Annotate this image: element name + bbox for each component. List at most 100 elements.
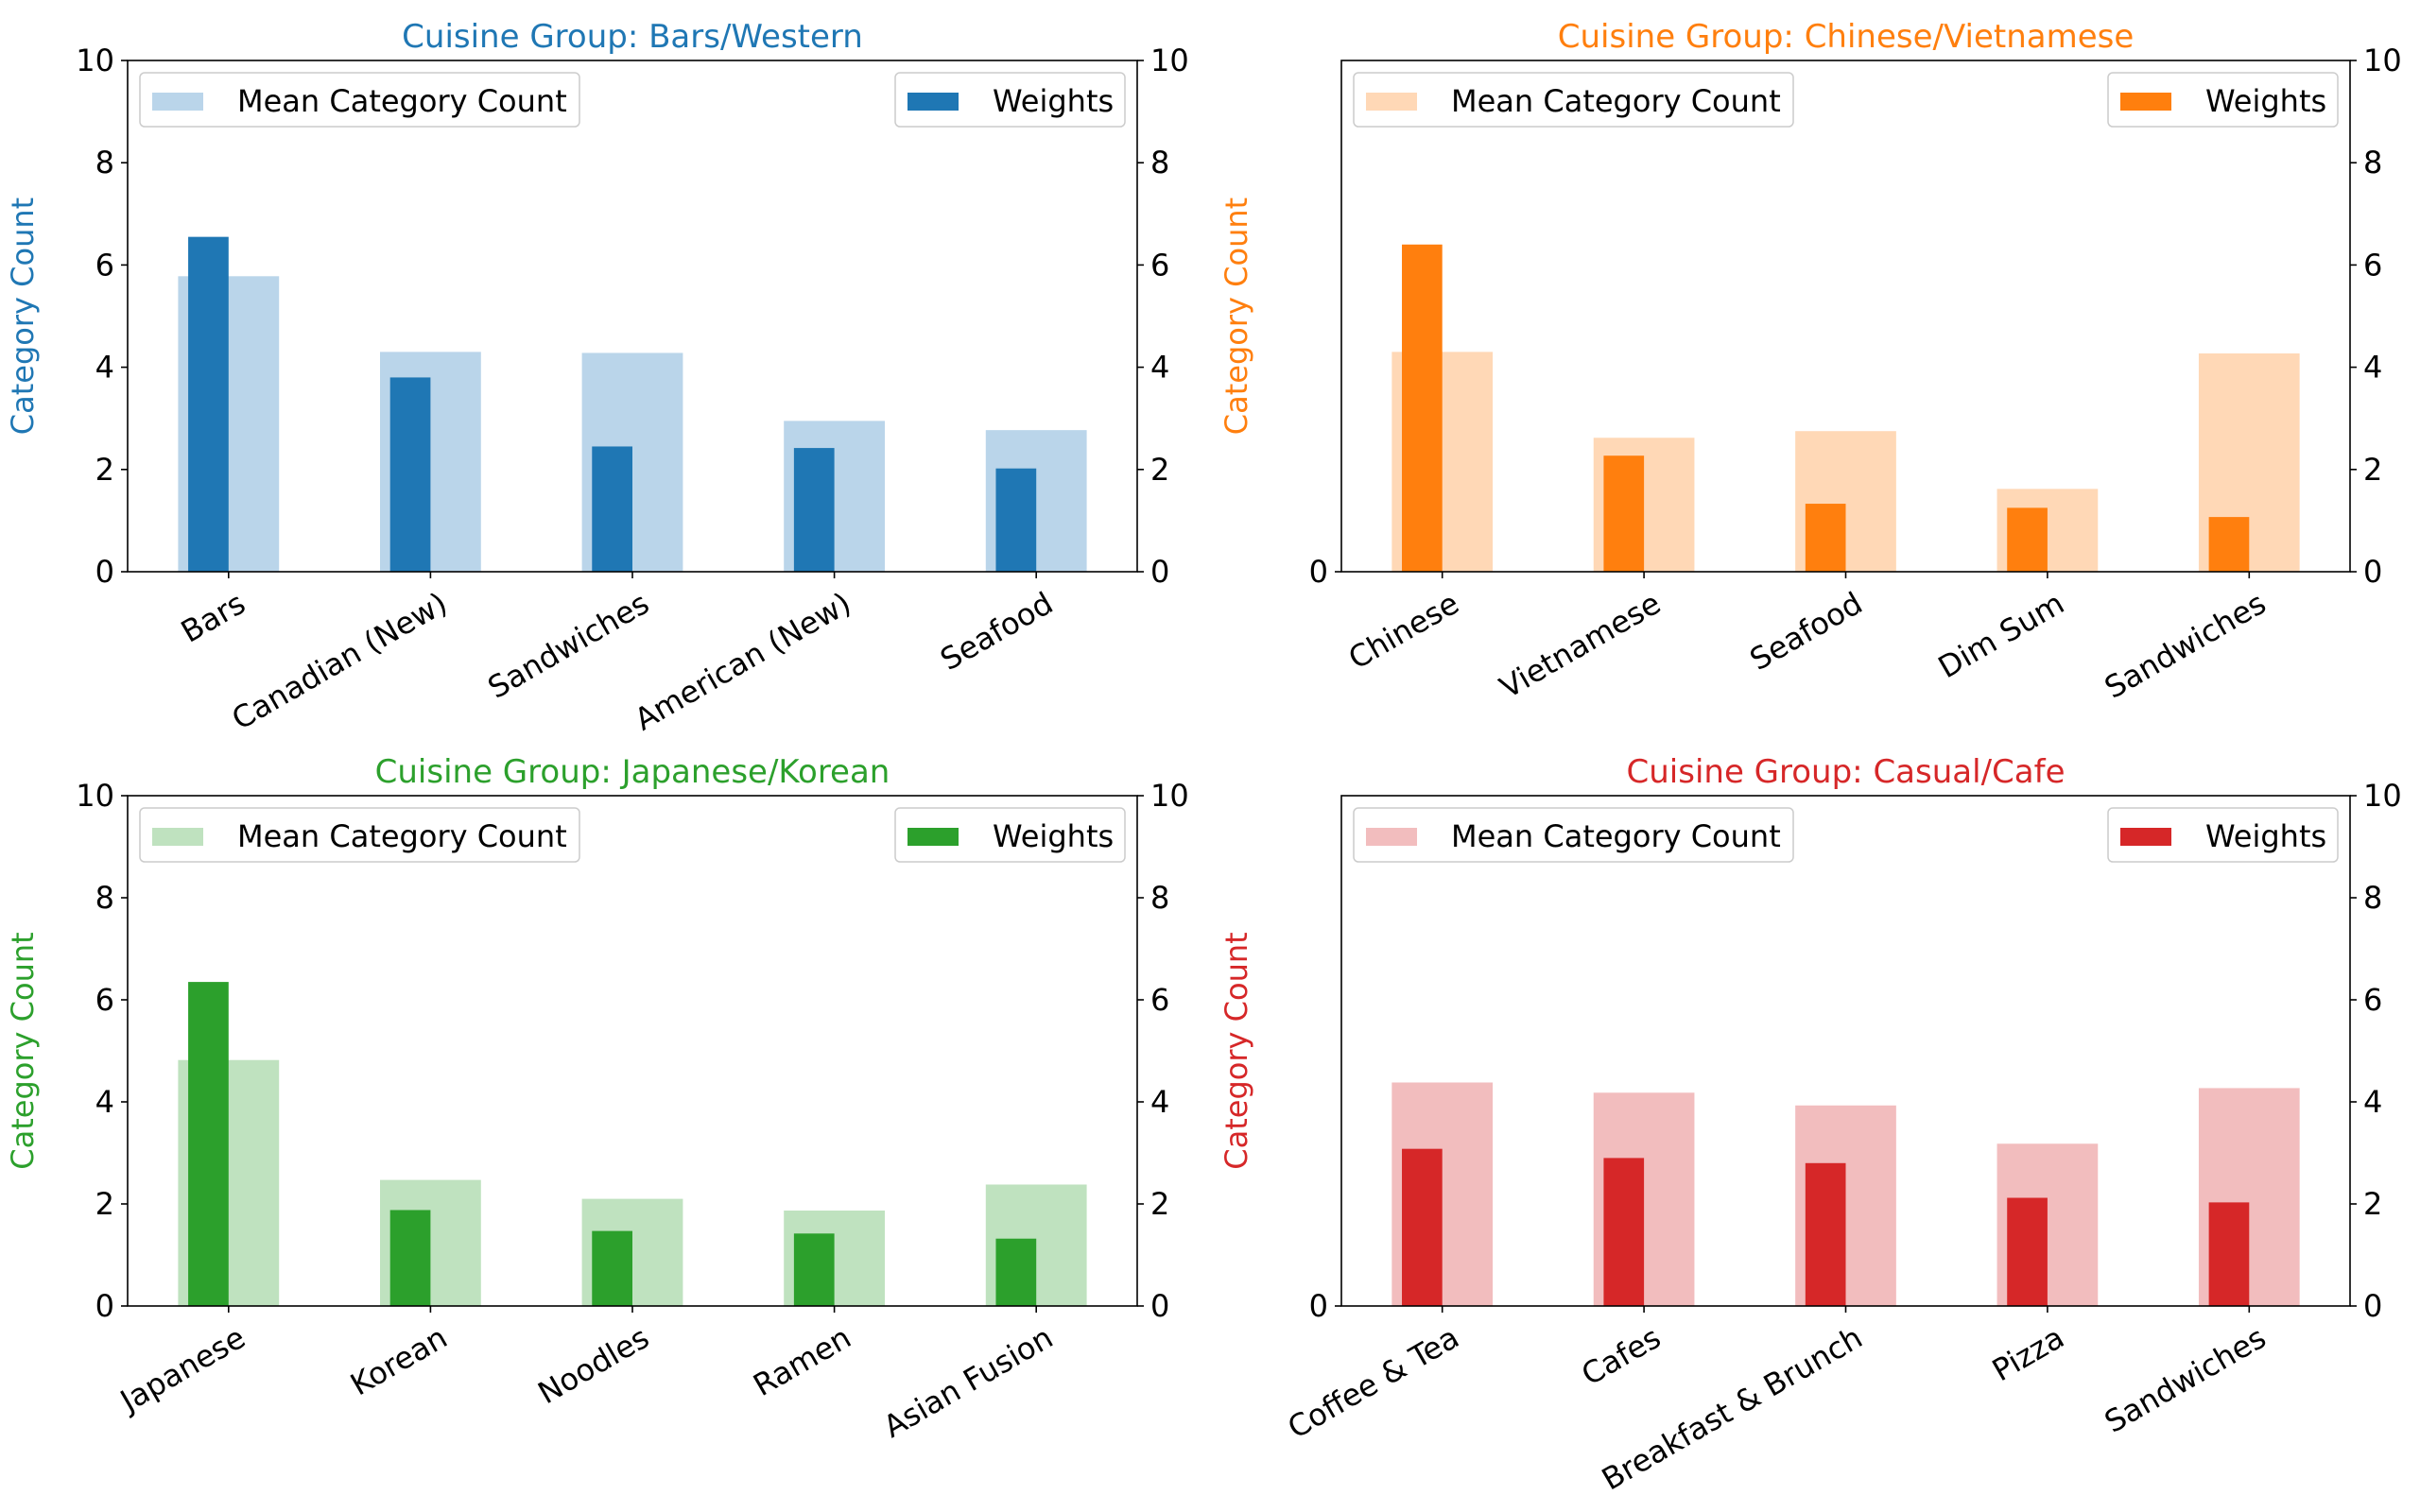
legend-label: Weights	[2205, 818, 2326, 854]
right-y-tick-label: 10	[1150, 43, 1189, 78]
x-tick-label: Seafood	[934, 585, 1059, 678]
y-axis-label: Category Count	[1219, 932, 1254, 1169]
right-y-tick-label: 8	[2363, 145, 2382, 180]
right-y-tick-label: 8	[2363, 880, 2382, 916]
legend-box	[139, 72, 580, 128]
left-y-tick-label: 0	[95, 1288, 114, 1324]
left-y-tick-label: 2	[95, 452, 114, 488]
x-tick-label: Vietnamese	[1494, 585, 1667, 706]
chart-title: Cuisine Group: Chinese/Vietnamese	[1558, 18, 2135, 56]
right-y-tick-label: 0	[2363, 554, 2382, 590]
weight-bar-american-new-	[793, 448, 835, 572]
x-tick-label: Seafood	[1744, 585, 1869, 678]
right-y-tick-label: 6	[1150, 247, 1169, 283]
x-tick-label: Pizza	[1986, 1319, 2070, 1388]
left-y-tick-label: 0	[1309, 554, 1328, 590]
legend-box	[1353, 72, 1794, 128]
legend-swatch	[1366, 93, 1417, 111]
weight-bar-vietnamese	[1603, 455, 1645, 572]
x-tick-label: Korean	[344, 1319, 453, 1402]
weight-bar-ramen	[793, 1233, 835, 1306]
legend-box	[1353, 807, 1794, 863]
left-y-tick-label: 4	[95, 350, 114, 386]
x-tick-label: Dim Sum	[1932, 585, 2070, 685]
x-tick-label: Chinese	[1342, 585, 1465, 677]
legend-box	[2107, 72, 2339, 128]
x-tick-label: Canadian (New)	[226, 585, 454, 737]
right-y-tick-label: 2	[2363, 452, 2382, 488]
legend-box	[139, 807, 580, 863]
weight-bar-asian-fusion	[995, 1238, 1037, 1306]
x-tick-label: American (New)	[629, 585, 857, 738]
right-y-tick-label: 6	[1150, 982, 1169, 1018]
x-tick-label: Noodles	[532, 1319, 655, 1411]
weight-bar-cafes	[1603, 1158, 1645, 1306]
left-y-tick-label: 6	[95, 247, 114, 283]
weight-bar-coffee-tea	[1402, 1148, 1443, 1306]
x-tick-label: Cafes	[1576, 1319, 1668, 1393]
weight-bar-seafood	[995, 468, 1037, 572]
x-tick-label: Japanese	[112, 1319, 251, 1420]
legend-label: Weights	[2205, 83, 2326, 119]
y-axis-label: Category Count	[1219, 198, 1254, 435]
legend-mean: Mean Category Count	[139, 72, 580, 128]
legend-label: Mean Category Count	[237, 83, 567, 119]
chart-title: Cuisine Group: Japanese/Korean	[375, 753, 890, 791]
right-y-tick-label: 10	[1150, 778, 1189, 814]
x-tick-label: Sandwiches	[2099, 1319, 2272, 1440]
left-y-tick-label: 8	[95, 880, 114, 916]
left-y-tick-label: 6	[95, 982, 114, 1018]
x-tick-label: Sandwiches	[482, 585, 655, 706]
right-y-tick-label: 0	[2363, 1288, 2382, 1324]
legend-swatch	[908, 828, 959, 846]
y-axis-label: Category Count	[5, 932, 41, 1169]
weight-bar-japanese	[188, 982, 229, 1306]
legend-swatch	[2120, 828, 2171, 846]
right-y-tick-label: 4	[1150, 1084, 1169, 1120]
right-y-tick-label: 10	[2363, 43, 2402, 78]
left-y-tick-label: 8	[95, 145, 114, 180]
chart-panel-2: 0 0 2 4 6 8 10 Chinese Vietnamese Seafood Dim Sum S…	[1219, 18, 2402, 706]
weight-bar-sandwiches	[2208, 1202, 2250, 1306]
x-tick-label: Asian Fusion	[877, 1319, 1059, 1445]
left-y-tick-label: 0	[95, 554, 114, 590]
weight-bar-canadian-new-	[389, 377, 431, 572]
right-y-tick-label: 0	[1150, 554, 1169, 590]
right-y-tick-label: 4	[1150, 350, 1169, 386]
weight-bar-chinese	[1402, 244, 1443, 572]
right-y-tick-label: 8	[1150, 880, 1169, 916]
right-y-tick-label: 0	[1150, 1288, 1169, 1324]
legend-swatch	[908, 93, 959, 111]
legend-weights: Weights	[2107, 72, 2339, 128]
right-y-tick-label: 6	[2363, 247, 2382, 283]
right-y-tick-label: 2	[1150, 452, 1169, 488]
y-axis-label: Category Count	[5, 198, 41, 435]
weight-bar-korean	[389, 1210, 431, 1306]
right-y-tick-label: 8	[1150, 145, 1169, 180]
legend-mean: Mean Category Count	[1353, 72, 1794, 128]
legend-weights: Weights	[894, 807, 1126, 863]
right-y-tick-label: 10	[2363, 778, 2402, 814]
weight-bar-bars	[188, 236, 229, 572]
legend-label: Mean Category Count	[237, 818, 567, 854]
legend-label: Weights	[993, 818, 1114, 854]
legend-swatch	[1366, 828, 1417, 846]
weight-bar-pizza	[2007, 1197, 2048, 1306]
weight-bar-dim-sum	[2007, 507, 2048, 572]
legend-weights: Weights	[2107, 807, 2339, 863]
right-y-tick-label: 2	[2363, 1186, 2382, 1222]
right-y-tick-label: 4	[2363, 1084, 2382, 1120]
right-y-tick-label: 6	[2363, 982, 2382, 1018]
chart-panel-3: 0 0 2 2 4 4 6 6 8 8 10 10 Japanese Korean Noodles Ramen…	[5, 753, 1189, 1445]
legend-swatch	[152, 93, 203, 111]
left-y-tick-label: 10	[76, 778, 114, 814]
weight-bar-sandwiches	[2208, 517, 2250, 572]
x-tick-label: Ramen	[747, 1319, 856, 1403]
weight-bar-sandwiches	[592, 446, 632, 572]
legend-mean: Mean Category Count	[139, 807, 580, 863]
legend-weights: Weights	[894, 72, 1126, 128]
weight-bar-breakfast-brunch	[1805, 1162, 1846, 1306]
